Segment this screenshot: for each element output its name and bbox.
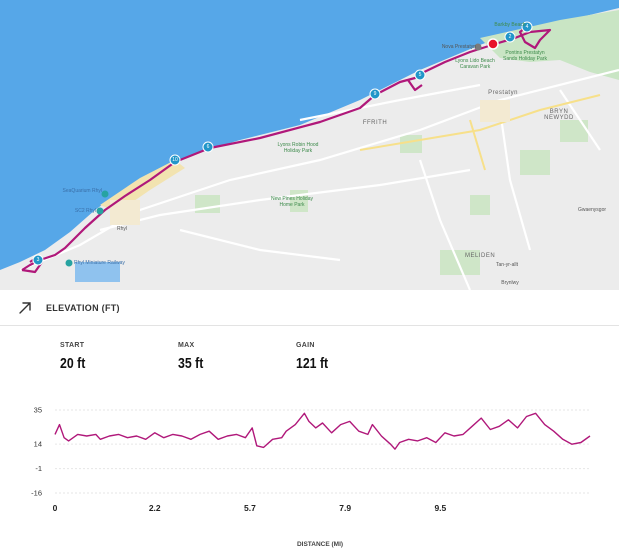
poi-pins	[65, 43, 482, 267]
marker-label[interactable]: 4	[525, 24, 529, 30]
poi-label-robin-hood: Lyons Robin Hood Holiday Park	[277, 142, 319, 154]
x-axis-title: DISTANCE (MI)	[297, 541, 343, 548]
stat-label: GAIN	[296, 342, 315, 349]
stat-value: 35 ft	[178, 355, 204, 372]
town-label-tan-yr-allt: Tan-yr-allt	[496, 262, 518, 268]
arrow-up-right-icon[interactable]	[18, 301, 32, 315]
stat-label: START	[60, 342, 85, 349]
green-area	[400, 135, 422, 153]
y-axis-ticks: 35 14 -1 -16	[31, 406, 42, 498]
green-area	[560, 120, 588, 142]
panel-header: ELEVATION (FT)	[0, 290, 619, 326]
poi-label-new-pines: New Pines Holiday Home Park	[271, 196, 313, 208]
poi-label-sc2: SC2 Rhyl	[74, 208, 96, 214]
stat-start: START 20 ft	[60, 342, 91, 372]
poi-label-lyons-lido: Lyons Lido Beach Caravan Park	[455, 58, 495, 70]
town-label-meliden: MELIDEN	[465, 253, 496, 259]
route-markers	[32, 21, 533, 266]
town-label-ffrith: FFRITH	[362, 120, 388, 126]
stat-value: 20 ft	[60, 355, 86, 372]
poi-label-seaquarium: SeaQuarium Rhyl	[62, 188, 102, 194]
x-tick-label: 7.9	[339, 503, 351, 513]
poi-label-barkby-beach: Barkby Beach	[494, 22, 526, 28]
marker-label[interactable]: 9	[373, 91, 377, 97]
roads	[19, 68, 619, 290]
x-tick-label: 5.7	[244, 503, 256, 513]
marker-label[interactable]: 6	[206, 144, 210, 150]
marine-lake	[75, 262, 120, 282]
marker-label[interactable]: 5	[418, 72, 422, 78]
town-label-bryn-newydd: BRYN NEWYDD	[544, 109, 574, 121]
urban-area	[480, 100, 510, 122]
town-label-gwaenysgor: Gwaenysgor	[577, 207, 607, 213]
y-tick-label: -16	[31, 489, 42, 498]
x-tick-label: 0	[53, 503, 58, 513]
map-canvas	[0, 0, 619, 290]
y-tick-label: 35	[34, 406, 42, 415]
x-tick-label: 2.2	[149, 503, 161, 513]
town-label-prestatyn: Prestatyn	[488, 90, 518, 96]
marker-label[interactable]: 2	[508, 34, 512, 40]
poi-label-nova: Nova Prestatyn	[441, 44, 476, 50]
town-label-rhyl: Rhyl	[116, 226, 127, 232]
sea	[0, 0, 619, 270]
green-area	[195, 195, 220, 213]
green-area	[470, 195, 490, 215]
poi-label-miniature-railway: Rhyl Miniature Railway	[74, 260, 125, 266]
marker-label[interactable]: 10	[172, 157, 178, 163]
marker-label[interactable]: 3	[36, 257, 40, 263]
elevation-panel: ELEVATION (FT) START 20 ft MAX 35 ft GAI…	[0, 290, 619, 551]
green-area	[480, 10, 619, 80]
town-label-brynlwy: Brynlwy	[501, 280, 519, 286]
elevation-line	[54, 412, 591, 450]
x-tick-label: 9.5	[434, 503, 446, 513]
x-axis-ticks: 0 2.2 5.7 7.9 9.5	[53, 503, 447, 513]
stat-value: 121 ft	[296, 355, 329, 372]
stat-label: MAX	[178, 342, 195, 349]
y-tick-label: 14	[34, 440, 42, 449]
chart-grid	[55, 409, 590, 494]
main-roads	[359, 94, 601, 171]
stat-gain: GAIN 121 ft	[296, 342, 335, 372]
green-area	[440, 250, 480, 275]
panel-title: ELEVATION (FT)	[46, 302, 120, 313]
green-area	[520, 150, 550, 175]
poi-label-pontins: Pontins Prestatyn Sands Holiday Park	[503, 50, 547, 62]
stat-max: MAX 35 ft	[178, 342, 209, 372]
route-map[interactable]: 3 10 6 9 5 2 4 SeaQuarium Rhyl SC2 Rhyl …	[0, 0, 619, 290]
elevation-chart[interactable]: 35 14 -1 -16 0 2.2 5.7 7.9 9.5 DISTANCE (MI)	[0, 398, 619, 551]
y-tick-label: -1	[35, 464, 42, 473]
end-marker	[487, 38, 499, 50]
